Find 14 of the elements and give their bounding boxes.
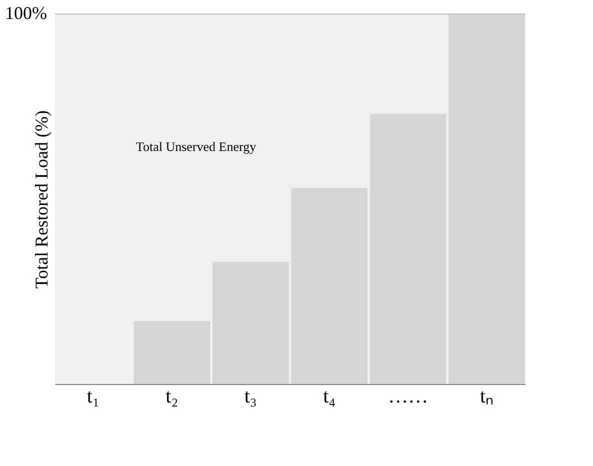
x-tick-label: t₁ <box>86 386 100 408</box>
x-tick-label: t₂ <box>166 386 178 408</box>
bar <box>291 188 368 384</box>
x-tick-label: t₄ <box>323 386 336 408</box>
bar <box>134 321 210 384</box>
bar <box>448 14 525 384</box>
band-label: Total Unserved Energy <box>136 139 257 154</box>
ref-line-label: 100% <box>5 3 47 23</box>
x-tick-label: t₃ <box>244 386 257 408</box>
x-tick-label: tₙ <box>480 386 494 408</box>
bar <box>212 262 289 384</box>
bar <box>370 114 446 384</box>
y-axis-title: Total Restored Load (%) <box>32 110 52 289</box>
x-tick-label: …… <box>388 386 428 408</box>
